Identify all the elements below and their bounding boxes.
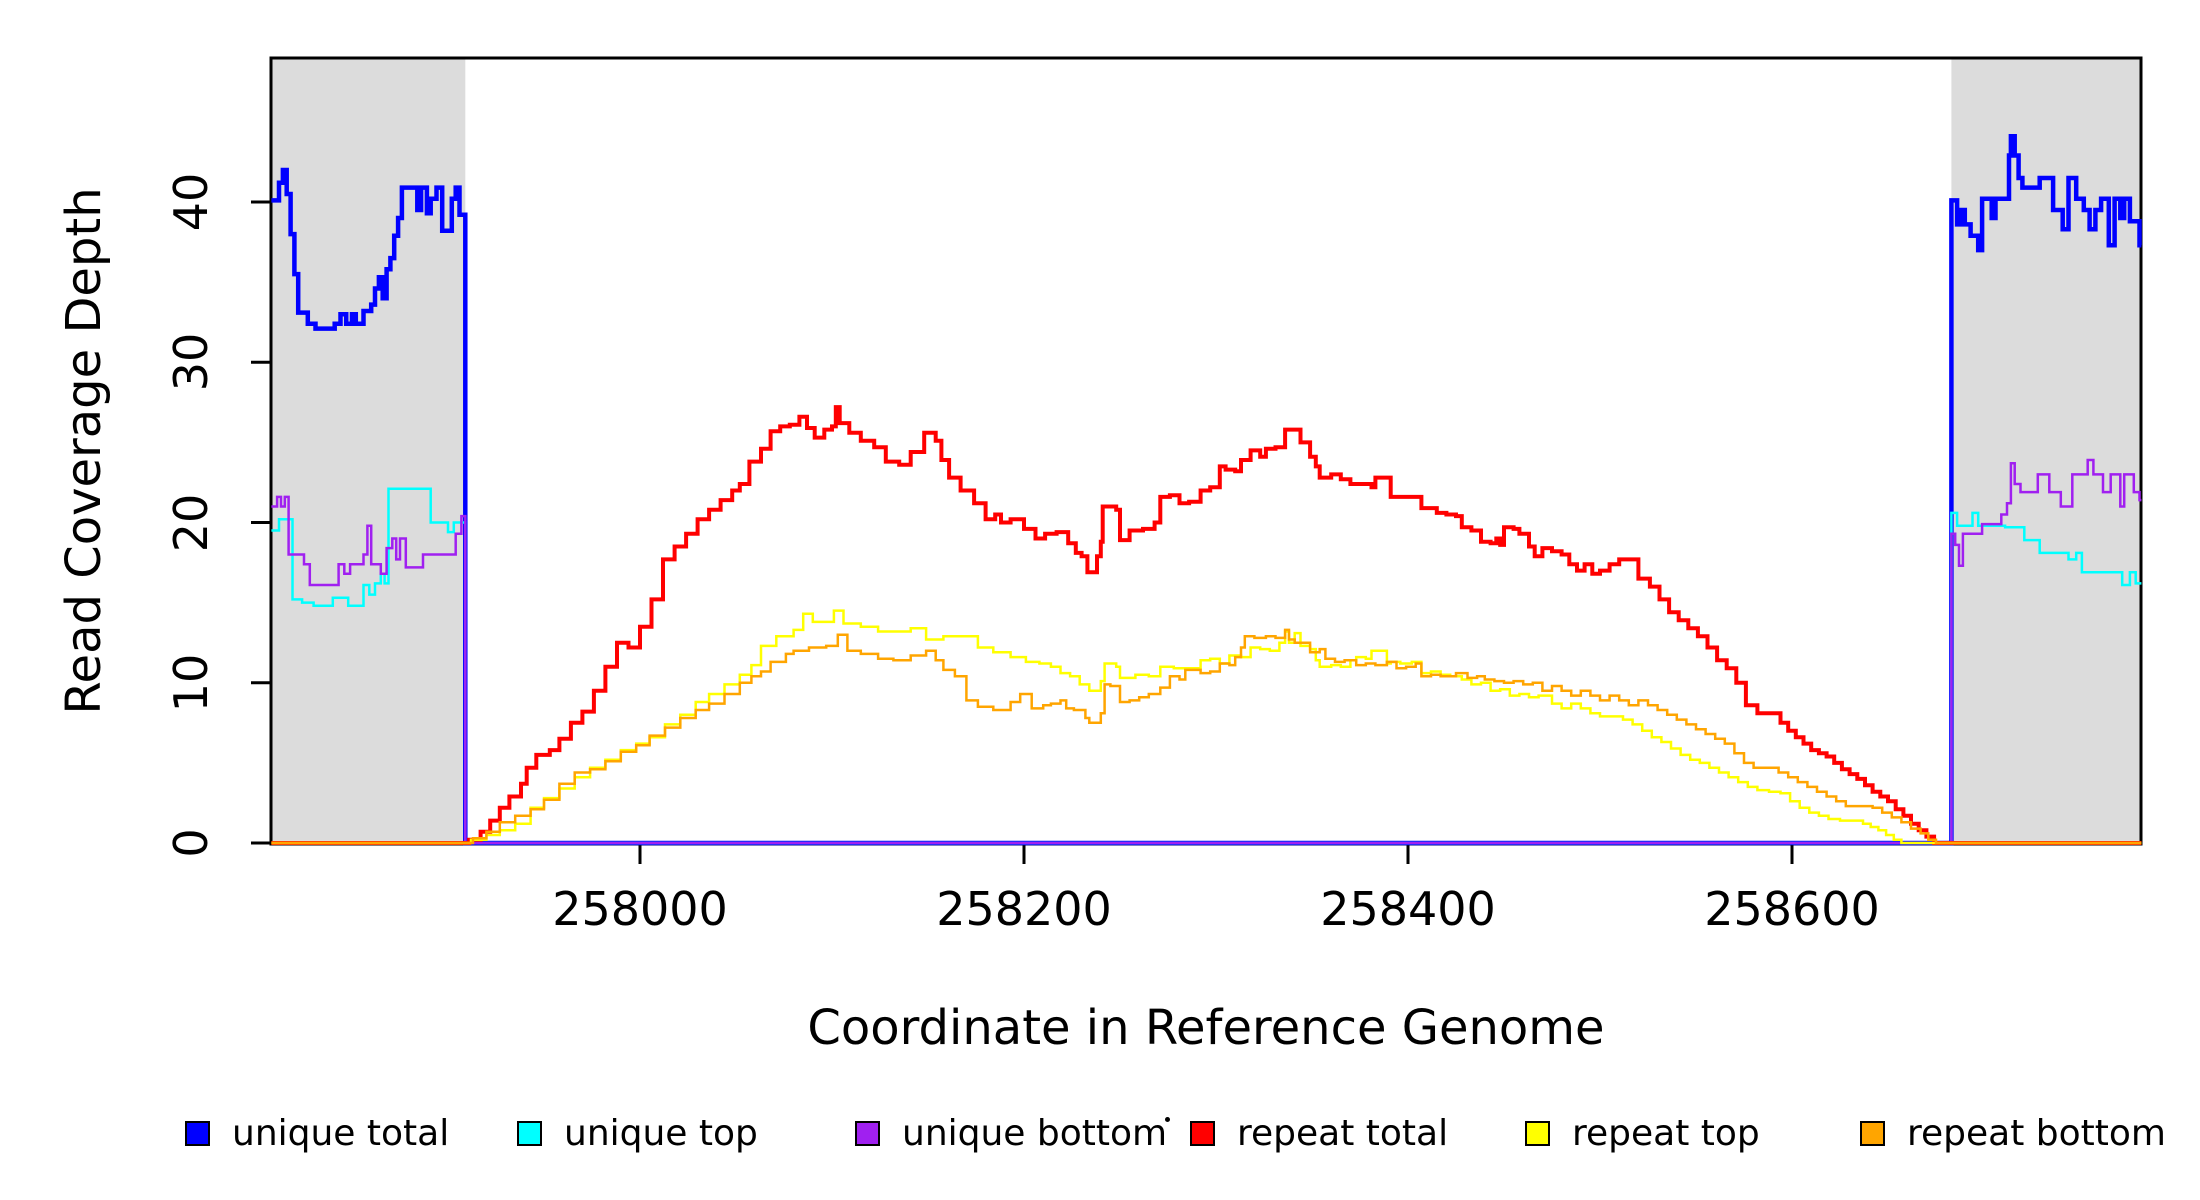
legend-swatch-icon [855,1120,880,1146]
x-tick-label: 258400 [1320,882,1496,936]
legend-item-unique-top: unique top [517,1113,758,1154]
y-tick-label: 40 [164,172,218,232]
legend-label: unique top [564,1112,758,1154]
legend-swatch-icon [517,1120,542,1146]
legend-label: repeat total [1237,1112,1449,1154]
legend-label: unique bottom [902,1112,1168,1154]
y-tick-label: 20 [164,493,218,552]
legend-label: repeat bottom [1907,1112,2166,1154]
unique-region-shade [1951,58,2141,844]
series-repeat-total [271,405,2142,845]
y-axis-title: Read Coverage Depth [56,187,112,715]
stray-dot [1165,1117,1170,1122]
legend-item-unique-bottom: unique bottom [855,1113,1167,1154]
legend-swatch-icon [1860,1120,1885,1146]
x-axis-title: Coordinate in Reference Genome [807,1000,1605,1056]
unique-region-shade [271,58,466,844]
legend-swatch-icon [185,1120,210,1146]
legend-label: repeat top [1572,1112,1760,1154]
legend-swatch-icon [1190,1120,1215,1146]
legend-item-repeat-top: repeat top [1525,1113,1760,1154]
plot-box [269,56,2143,846]
y-tick-label: 0 [164,828,218,858]
y-tick-label: 10 [164,653,218,713]
legend-swatch-icon [1525,1120,1550,1146]
legend-label: unique total [232,1112,450,1154]
legend-item-repeat-bottom: repeat bottom [1860,1113,2166,1154]
x-tick-label: 258200 [936,882,1112,936]
legend-item-repeat-total: repeat total [1190,1113,1448,1154]
x-tick-label: 258600 [1704,882,1880,936]
series-repeat-top [271,609,2142,845]
series-unique-bottom [271,458,2142,845]
series-unique-top [271,487,2142,845]
legend-item-unique-total: unique total [185,1113,449,1154]
y-tick-label: 30 [164,332,218,392]
x-tick-label: 258000 [552,882,728,936]
series-unique-total [271,134,2142,846]
series-repeat-bottom [271,628,2142,845]
